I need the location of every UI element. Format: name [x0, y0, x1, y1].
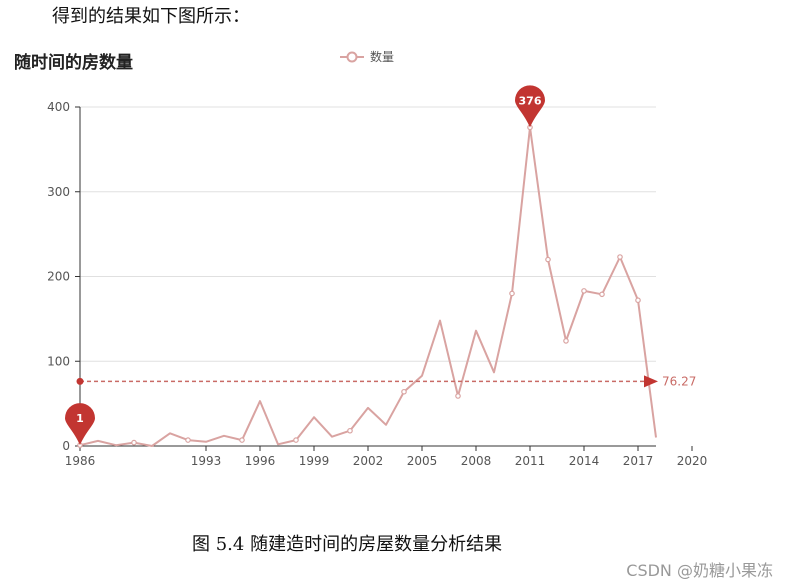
- y-tick-label: 200: [47, 270, 70, 284]
- data-point[interactable]: [401, 388, 407, 395]
- markpoint-pin-icon[interactable]: [515, 85, 545, 128]
- x-tick-label: 2008: [461, 454, 492, 468]
- markline-arrow-icon: [644, 375, 658, 388]
- x-tick-label: 1996: [245, 454, 276, 468]
- x-tick-label: 1986: [65, 454, 96, 468]
- data-point[interactable]: [239, 437, 245, 443]
- x-tick-label: 1993: [191, 454, 222, 468]
- markline-label: 76.27: [662, 374, 696, 388]
- markline-start-dot: [76, 377, 84, 385]
- x-tick-label: 2005: [407, 454, 438, 468]
- x-tick-label: 2017: [623, 454, 654, 468]
- data-point[interactable]: [563, 338, 569, 344]
- data-point[interactable]: [581, 288, 587, 294]
- chart-title: 随时间的房数量: [14, 53, 133, 73]
- line-chart: 0 100 200 300 400 1986 1993 1996 1999 2002 2005 200…: [47, 85, 708, 468]
- data-point[interactable]: [509, 290, 515, 297]
- data-point[interactable]: [599, 291, 605, 298]
- legend-line-circle-icon: [340, 51, 364, 62]
- watermark-text: CSDN @奶糖小果冻: [626, 561, 773, 580]
- legend-label: 数量: [370, 50, 395, 64]
- intro-text: 得到的结果如下图所示：: [52, 6, 250, 27]
- data-point[interactable]: [545, 256, 551, 263]
- markpoint-pin-icon[interactable]: [65, 403, 95, 446]
- x-tick-label: 2002: [353, 454, 384, 468]
- markpoint-label: 376: [519, 94, 542, 107]
- y-tick-label: 400: [47, 100, 70, 114]
- data-point[interactable]: [455, 393, 461, 399]
- x-tick-label: 1999: [299, 454, 330, 468]
- x-tick-label: 2020: [677, 454, 708, 468]
- chart-legend[interactable]: 数量: [340, 48, 394, 65]
- markpoint-label: 1: [76, 412, 84, 425]
- figure-caption: 图 5.4 随建造时间的房屋数量分析结果: [192, 534, 503, 555]
- data-point[interactable]: [131, 439, 137, 446]
- data-point[interactable]: [185, 437, 191, 443]
- y-tick-label: 300: [47, 185, 70, 199]
- y-tick-label: 100: [47, 354, 70, 368]
- data-point[interactable]: [293, 437, 299, 443]
- data-point[interactable]: [617, 254, 623, 260]
- series-line-数量: [79, 126, 657, 447]
- x-tick-label: 2014: [569, 454, 600, 468]
- data-point[interactable]: [347, 427, 353, 434]
- y-tick-label: 0: [62, 439, 70, 453]
- x-tick-label: 2011: [515, 454, 546, 468]
- data-point[interactable]: [635, 297, 641, 304]
